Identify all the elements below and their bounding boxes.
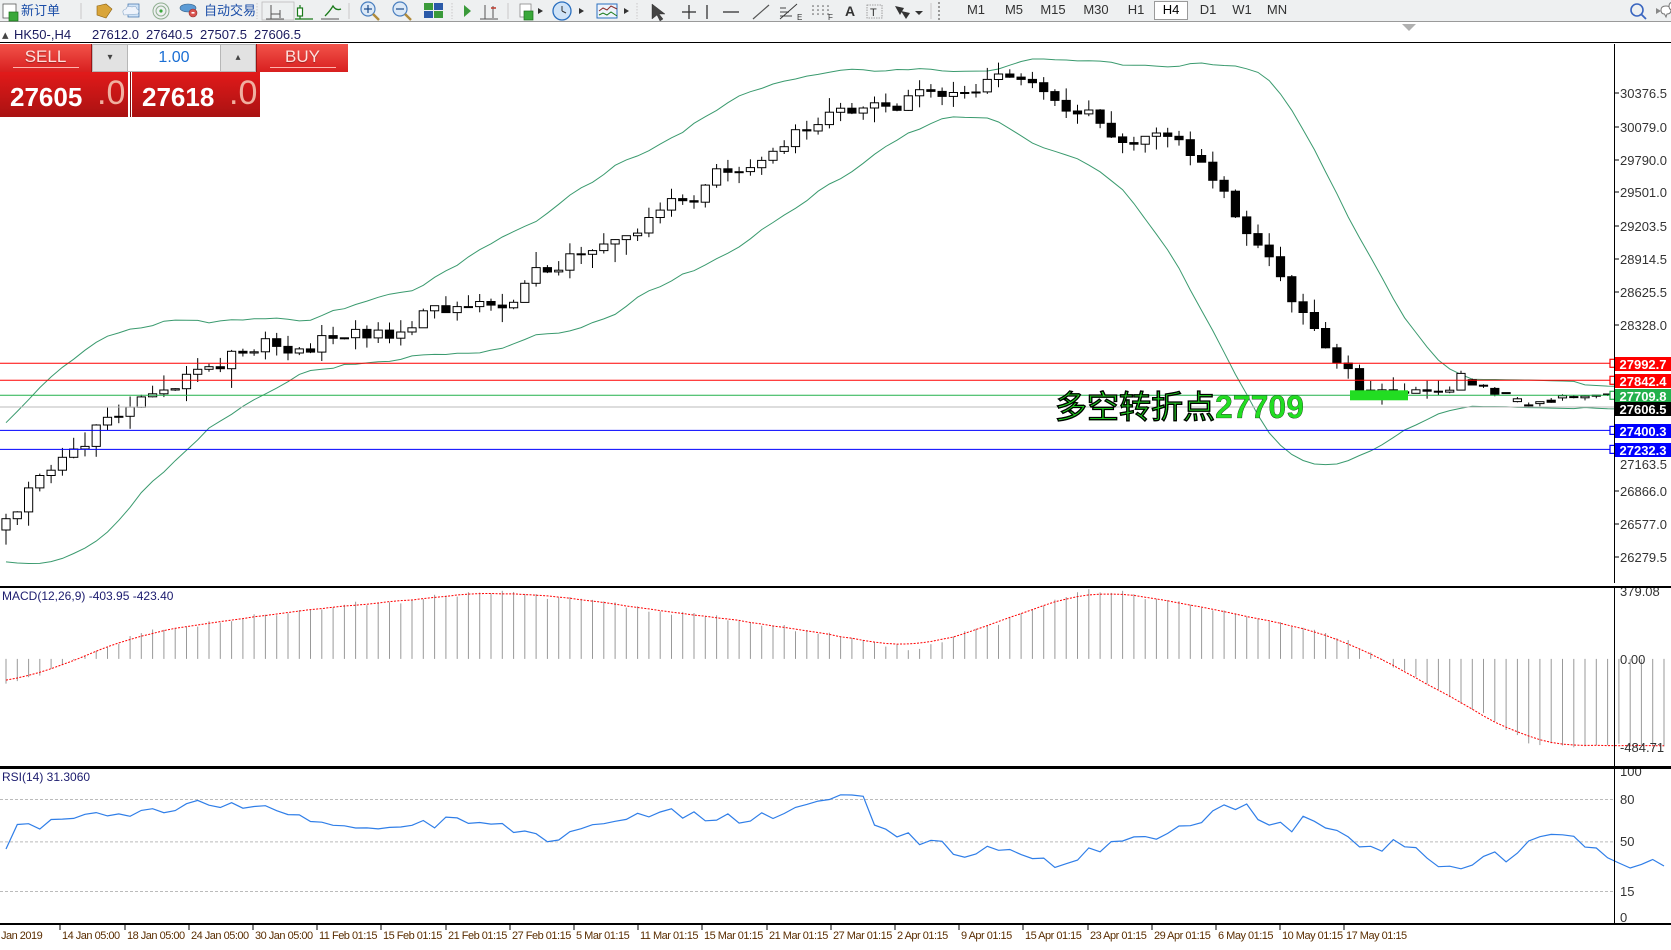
svg-text:F: F	[828, 13, 833, 22]
svg-text:自动交易: 自动交易	[204, 3, 256, 18]
svg-text:A: A	[845, 3, 855, 19]
svg-text:T: T	[870, 7, 877, 19]
svg-text:新订单: 新订单	[21, 3, 60, 18]
svg-text:多空转折点27709: 多空转折点27709	[1055, 389, 1304, 425]
svg-text:E: E	[797, 13, 802, 22]
